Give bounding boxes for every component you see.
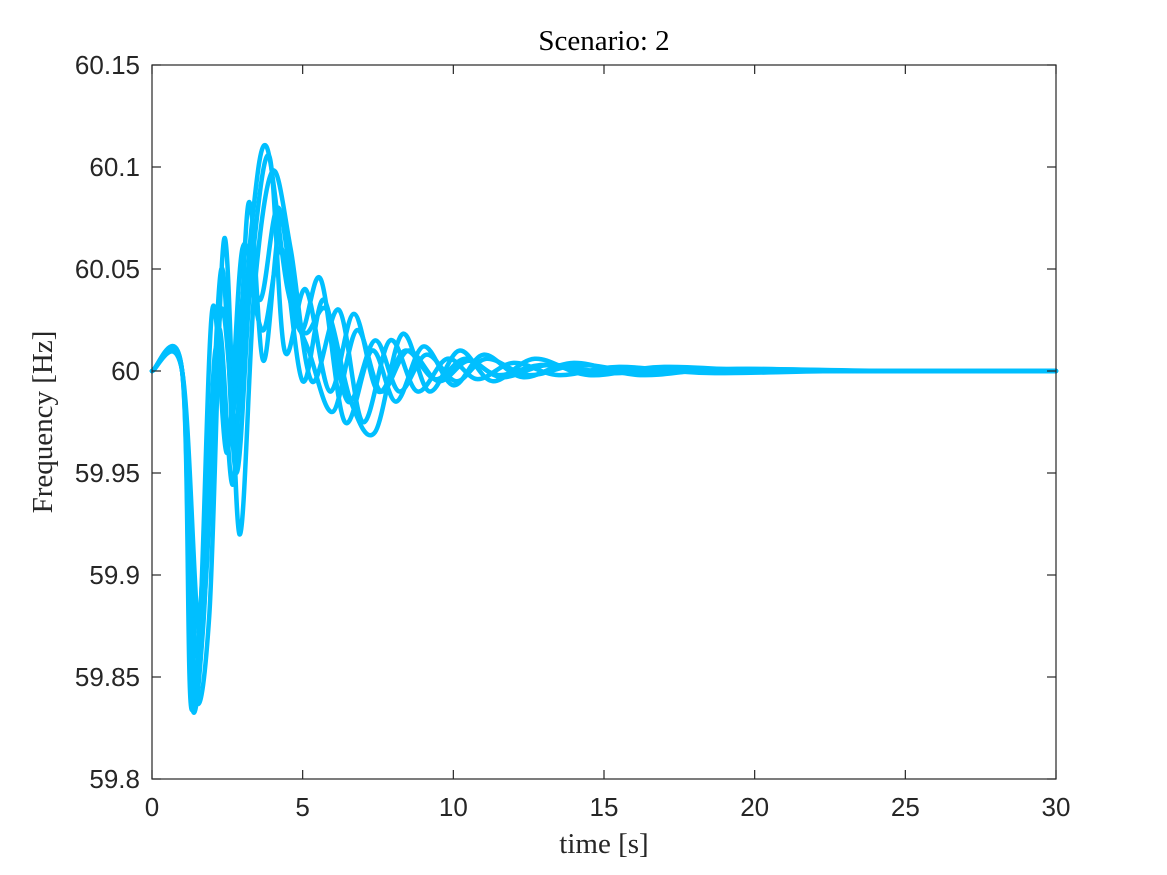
x-tick-label: 25	[891, 792, 920, 822]
x-axis: 0 5 10 15 20 25 30	[145, 65, 1071, 822]
x-tick-label: 0	[145, 792, 159, 822]
plot-frame	[151, 64, 1057, 780]
y-tick-label: 59.85	[75, 662, 140, 692]
x-tick-label: 10	[439, 792, 468, 822]
y-tick-label: 60	[111, 356, 140, 386]
chart-title: Scenario: 2	[538, 25, 669, 57]
x-tick-label: 30	[1042, 792, 1071, 822]
y-tick-label: 60.05	[75, 254, 140, 284]
y-tick-label: 59.9	[89, 560, 140, 590]
x-tick-label: 20	[740, 792, 769, 822]
x-tick-label: 15	[590, 792, 619, 822]
y-axis: 59.8 59.85 59.9 59.95 60 60.05 60.1 60.15	[75, 50, 1056, 794]
x-tick-label: 5	[295, 792, 309, 822]
y-tick-label: 59.8	[89, 764, 140, 794]
y-tick-label: 60.1	[89, 152, 140, 182]
y-tick-label: 60.15	[75, 50, 140, 80]
y-axis-title: Frequency [Hz]	[27, 331, 59, 514]
series-line-6	[149, 246, 1059, 639]
plot-lines	[149, 142, 1059, 715]
y-tick-label: 59.95	[75, 458, 140, 488]
x-axis-title: time [s]	[559, 828, 648, 860]
